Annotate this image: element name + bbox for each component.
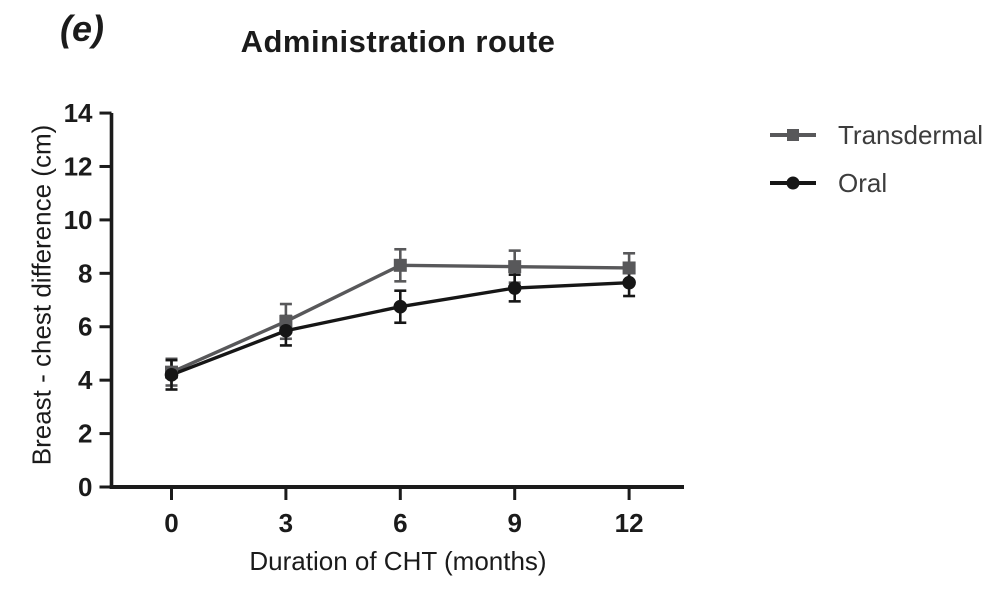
x-axis-label: Duration of CHT (months) bbox=[249, 546, 547, 576]
legend-item-oral: Oral bbox=[770, 167, 983, 198]
transdermal-square-marker-icon bbox=[770, 121, 816, 149]
svg-text:0: 0 bbox=[164, 508, 178, 538]
svg-text:10: 10 bbox=[64, 205, 93, 235]
svg-text:2: 2 bbox=[78, 419, 92, 449]
svg-text:12: 12 bbox=[615, 508, 644, 538]
svg-text:9: 9 bbox=[507, 508, 521, 538]
svg-text:8: 8 bbox=[78, 258, 92, 288]
legend: Transdermal Oral bbox=[770, 119, 983, 217]
legend-item-transdermal: Transdermal bbox=[770, 119, 983, 150]
panel-letter-label: (e) bbox=[60, 8, 104, 49]
circle-marker-icon bbox=[786, 176, 800, 190]
svg-text:4: 4 bbox=[78, 365, 93, 395]
svg-text:12: 12 bbox=[64, 151, 93, 181]
svg-text:6: 6 bbox=[393, 508, 407, 538]
svg-text:0: 0 bbox=[78, 472, 92, 502]
square-marker-icon bbox=[787, 129, 799, 141]
chart-title: Administration route bbox=[240, 24, 556, 59]
legend-label-oral: Oral bbox=[838, 167, 888, 198]
svg-text:14: 14 bbox=[64, 98, 93, 128]
svg-text:6: 6 bbox=[78, 312, 92, 342]
legend-label-transdermal: Transdermal bbox=[838, 119, 983, 150]
svg-text:3: 3 bbox=[279, 508, 293, 538]
oral-circle-marker-icon bbox=[770, 169, 816, 197]
